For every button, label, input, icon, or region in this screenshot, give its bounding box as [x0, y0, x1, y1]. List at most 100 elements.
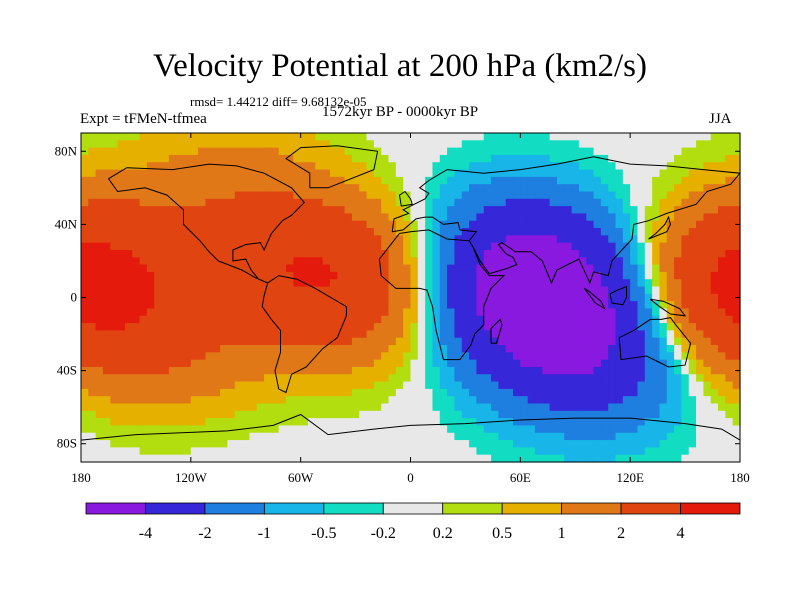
- field-cell: [484, 447, 492, 455]
- field-cell: [484, 374, 492, 382]
- field-cell: [301, 213, 309, 221]
- field-cell: [484, 243, 492, 251]
- field-cell: [491, 433, 499, 441]
- field-cell: [132, 345, 140, 353]
- field-cell: [718, 272, 726, 280]
- field-cell: [645, 396, 653, 404]
- field-cell: [220, 316, 228, 324]
- field-cell: [308, 191, 316, 199]
- field-cell: [703, 352, 711, 360]
- field-cell: [623, 272, 631, 280]
- field-cell: [454, 279, 462, 287]
- field-cell: [110, 272, 118, 280]
- field-cell: [103, 396, 111, 404]
- field-cell: [528, 265, 536, 273]
- field-cell: [454, 455, 462, 463]
- field-cell: [198, 396, 206, 404]
- field-cell: [498, 360, 506, 368]
- field-cell: [616, 177, 624, 185]
- field-cell: [447, 213, 455, 221]
- field-cell: [689, 287, 697, 295]
- field-cell: [572, 447, 580, 455]
- field-cell: [110, 455, 118, 463]
- field-cell: [652, 170, 660, 178]
- field-cell: [381, 148, 389, 156]
- field-cell: [462, 360, 470, 368]
- field-cell: [586, 418, 594, 426]
- field-cell: [103, 228, 111, 236]
- field-cell: [191, 367, 199, 375]
- field-cell: [659, 250, 667, 258]
- field-cell: [271, 440, 279, 448]
- field-cell: [725, 294, 733, 302]
- field-cell: [110, 345, 118, 353]
- field-cell: [659, 396, 667, 404]
- field-cell: [484, 455, 492, 463]
- field-cell: [630, 345, 638, 353]
- field-cell: [542, 308, 550, 316]
- field-cell: [425, 133, 433, 141]
- field-cell: [594, 411, 602, 419]
- field-cell: [491, 425, 499, 433]
- field-cell: [652, 243, 660, 251]
- field-cell: [667, 352, 675, 360]
- field-cell: [81, 330, 89, 338]
- field-cell: [616, 213, 624, 221]
- field-cell: [271, 235, 279, 243]
- field-cell: [733, 162, 741, 170]
- field-cell: [652, 345, 660, 353]
- field-cell: [249, 133, 257, 141]
- field-cell: [630, 447, 638, 455]
- field-cell: [154, 323, 162, 331]
- field-cell: [586, 250, 594, 258]
- field-cell: [476, 199, 484, 207]
- field-cell: [689, 323, 697, 331]
- field-cell: [637, 191, 645, 199]
- field-cell: [140, 199, 148, 207]
- field-cell: [557, 389, 565, 397]
- field-cell: [425, 345, 433, 353]
- field-cell: [594, 213, 602, 221]
- field-cell: [132, 308, 140, 316]
- field-cell: [359, 411, 367, 419]
- field-cell: [125, 440, 133, 448]
- field-cell: [476, 411, 484, 419]
- field-cell: [352, 455, 360, 463]
- field-cell: [308, 440, 316, 448]
- field-cell: [447, 323, 455, 331]
- field-cell: [359, 140, 367, 148]
- field-cell: [564, 360, 572, 368]
- field-cell: [367, 265, 375, 273]
- field-cell: [696, 323, 704, 331]
- field-cell: [432, 301, 440, 309]
- field-cell: [315, 455, 323, 463]
- field-cell: [184, 301, 192, 309]
- field-cell: [586, 170, 594, 178]
- field-cell: [535, 330, 543, 338]
- field-cell: [432, 404, 440, 412]
- field-cell: [286, 352, 294, 360]
- field-cell: [264, 382, 272, 390]
- field-cell: [198, 170, 206, 178]
- field-cell: [557, 177, 565, 185]
- field-cell: [733, 287, 741, 295]
- field-cell: [88, 338, 96, 346]
- field-cell: [330, 404, 338, 412]
- field-cell: [345, 287, 353, 295]
- field-cell: [689, 272, 697, 280]
- field-cell: [425, 184, 433, 192]
- field-cell: [711, 213, 719, 221]
- field-cell: [608, 374, 616, 382]
- field-cell: [389, 447, 397, 455]
- field-cell: [718, 330, 726, 338]
- field-cell: [308, 330, 316, 338]
- field-cell: [337, 133, 345, 141]
- field-cell: [703, 396, 711, 404]
- field-cell: [557, 447, 565, 455]
- field-cell: [542, 301, 550, 309]
- field-cell: [88, 330, 96, 338]
- field-cell: [162, 411, 170, 419]
- field-cell: [337, 294, 345, 302]
- field-cell: [389, 294, 397, 302]
- field-cell: [528, 184, 536, 192]
